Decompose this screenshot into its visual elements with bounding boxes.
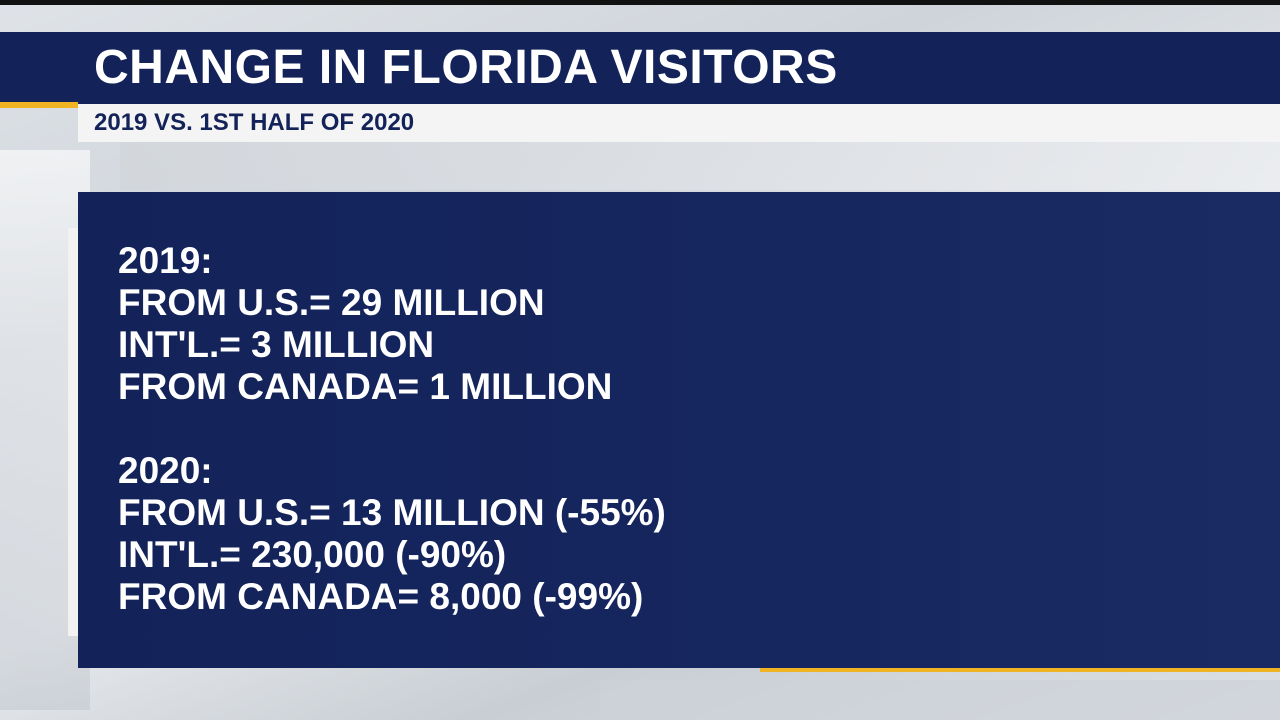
stat-line-canada-2020: FROM CANADA= 8,000 (-99%) <box>118 576 644 617</box>
stat-line-us-2020: FROM U.S.= 13 MILLION (-55%) <box>118 492 666 533</box>
stat-line-intl-2020: INT'L.= 230,000 (-90%) <box>118 534 507 575</box>
graphic-subtitle: 2019 VS. 1ST HALF OF 2020 <box>94 109 415 136</box>
background-shape <box>600 680 1280 720</box>
stats-text: 2019: FROM U.S.= 29 MILLION INT'L.= 3 MI… <box>118 240 666 618</box>
header-bar <box>0 32 1280 104</box>
section-spacer <box>118 408 666 450</box>
top-edge-strip <box>0 0 1280 5</box>
stat-line-us-2019: FROM U.S.= 29 MILLION <box>118 282 545 323</box>
subtitle-bar <box>78 104 1280 142</box>
panel-edge <box>68 228 78 636</box>
stats-panel <box>78 192 1280 668</box>
graphic-title: CHANGE IN FLORIDA VISITORS <box>94 41 838 94</box>
stat-line-canada-2019: FROM CANADA= 1 MILLION <box>118 366 613 407</box>
section-heading-2019: 2019: <box>118 240 213 281</box>
section-heading-2020: 2020: <box>118 450 213 491</box>
stat-line-intl-2019: INT'L.= 3 MILLION <box>118 324 435 365</box>
panel-accent-stripe <box>760 668 1280 672</box>
background-shape <box>120 140 1280 190</box>
header-accent-stripe <box>0 102 78 108</box>
